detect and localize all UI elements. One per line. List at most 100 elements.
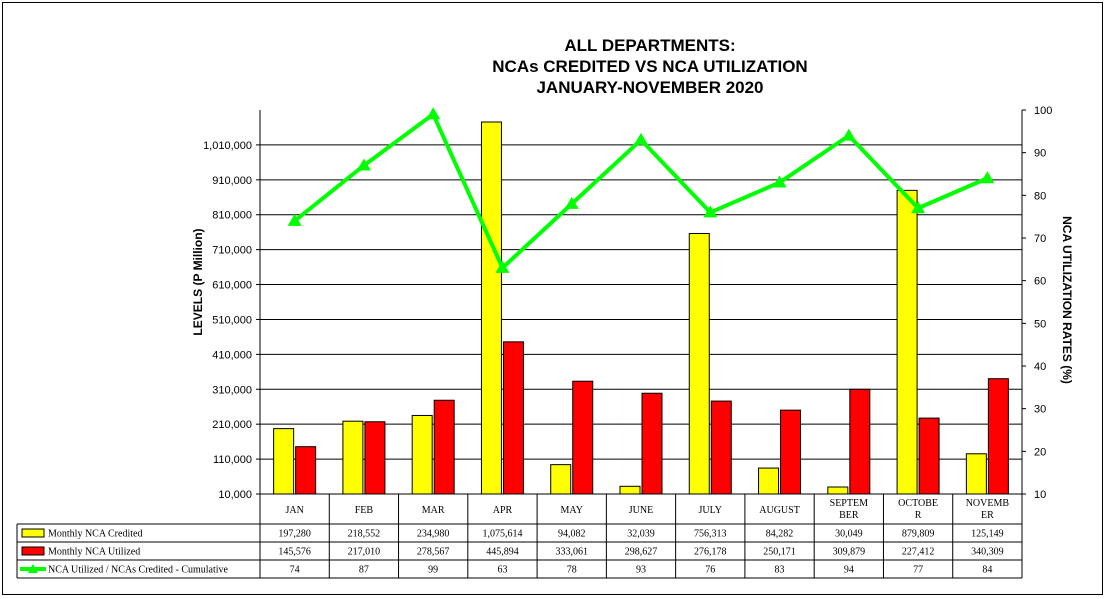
table-category-label: AUGUST [759, 505, 800, 516]
bar-credited-november [965, 453, 987, 495]
table-category-label: APR [493, 505, 513, 516]
table-category-label: MAR [422, 505, 445, 516]
table-category-label: OCTOBE [898, 498, 938, 509]
table-category-label: JULY [699, 505, 722, 516]
table-value: 94 [844, 565, 854, 576]
table-value: 76 [705, 565, 715, 576]
chart-title-line-2: NCAs CREDITED VS NCA UTILIZATION [492, 57, 808, 76]
table-value: 309,879 [833, 547, 866, 558]
table-category-label: SEPTEM [830, 498, 868, 509]
bar-utilized-jan [295, 446, 317, 495]
table-value: 217,010 [348, 547, 381, 558]
utilization-marker-june [634, 132, 648, 145]
bar-utilized-feb [364, 421, 386, 495]
bar-credited-may [550, 464, 572, 495]
table-value: 278,567 [417, 547, 450, 558]
bar-credited-june [619, 485, 641, 495]
utilization-marker-apr [495, 260, 510, 273]
table-value: 74 [290, 565, 300, 576]
table-value: 197,280 [278, 529, 311, 540]
bar-credited-august [758, 467, 780, 495]
y2-tick-label: 20 [1034, 446, 1046, 458]
legend-swatch-marker [28, 564, 38, 573]
y2-tick-label: 80 [1034, 190, 1046, 202]
table-category-label: NOVEMB [966, 498, 1010, 509]
y2-tick-label: 60 [1034, 276, 1046, 288]
table-value: 298,627 [625, 547, 658, 558]
table-value: 63 [497, 565, 507, 576]
y2-tick-label: 70 [1034, 233, 1046, 245]
y2-tick-label: 100 [1034, 105, 1052, 117]
table-category-label: JAN [285, 505, 303, 516]
bar-credited-mar [411, 414, 433, 495]
legend-swatch [21, 546, 45, 556]
bar-credited-september [827, 486, 849, 495]
utilization-marker-mar [426, 107, 441, 120]
table-value: 84,282 [766, 529, 794, 540]
legend-label: NCA Utilized / NCAs Credited - Cumulativ… [48, 565, 229, 576]
y2-tick-label: 10 [1034, 489, 1046, 501]
table-value: 218,552 [348, 529, 381, 540]
y-tick-label: 810,000 [212, 210, 252, 222]
table-value: 250,171 [763, 547, 796, 558]
table-value: 99 [428, 565, 438, 576]
y-tick-label: 1,010,000 [203, 140, 252, 152]
table-value: 94,082 [558, 529, 586, 540]
y-axis-label: LEVELS (P Million) [191, 228, 205, 335]
y2-axis-label: NCA UTILIZATION RATES (%) [1060, 216, 1074, 384]
bar-utilized-may [572, 380, 594, 495]
y-tick-label: 210,000 [212, 419, 252, 431]
gridlines [260, 144, 1022, 460]
chart-title: ALL DEPARTMENTS: NCAs CREDITED VS NCA UT… [350, 35, 950, 98]
table-value: 93 [636, 565, 646, 576]
legend-swatch [21, 528, 45, 538]
bar-utilized-august [780, 409, 802, 495]
utilization-marker-november [980, 171, 995, 184]
table-value: 83 [775, 565, 785, 576]
table-category-label: ER [981, 510, 994, 521]
y-tick-label: 10,000 [218, 489, 252, 501]
utilization-marker-jan [287, 213, 302, 226]
bar-credited-october [896, 189, 918, 495]
table-value: 879,809 [902, 529, 935, 540]
legend-label: Monthly NCA Utilized [48, 547, 140, 558]
y-tick-label: 610,000 [212, 280, 252, 292]
y2-tick-label: 40 [1034, 361, 1046, 373]
bar-utilized-september [849, 388, 871, 495]
table-category-label: JUNE [629, 505, 653, 516]
table-value: 333,061 [555, 547, 588, 558]
table-value: 32,039 [627, 529, 655, 540]
bar-credited-jan [273, 428, 295, 495]
table-value: 77 [913, 565, 923, 576]
bar-utilized-mar [433, 399, 455, 495]
utilization-marker-october [911, 201, 926, 214]
table-value: 30,049 [835, 529, 863, 540]
bar-utilized-july [710, 400, 732, 495]
y-tick-label: 910,000 [212, 175, 252, 187]
table-value: 145,576 [278, 547, 311, 558]
table-value: 84 [982, 565, 992, 576]
y-tick-label: 310,000 [212, 384, 252, 396]
utilization-marker-september [841, 128, 856, 141]
y-tick-label: 410,000 [212, 349, 252, 361]
chart-title-line-3: JANUARY-NOVEMBER 2020 [536, 78, 764, 97]
table-category-label: MAY [561, 505, 583, 516]
y-tick-label: 710,000 [212, 245, 252, 257]
y2-tick-label: 50 [1034, 318, 1046, 330]
y-tick-label: 510,000 [212, 314, 252, 326]
table-value: 87 [359, 565, 369, 576]
utilization-marker-august [772, 175, 787, 188]
bar-utilized-november [987, 378, 1009, 495]
table-category-label: BER [839, 510, 859, 521]
table-value: 340,309 [971, 547, 1004, 558]
table-category-label: FEB [355, 505, 374, 516]
utilization-marker-feb [356, 158, 371, 171]
legend-label: Monthly NCA Credited [48, 529, 142, 540]
table-value: 234,980 [417, 529, 450, 540]
table-value: 1,075,614 [482, 529, 522, 540]
bar-credited-july [688, 232, 710, 495]
bar-utilized-apr [502, 341, 524, 495]
